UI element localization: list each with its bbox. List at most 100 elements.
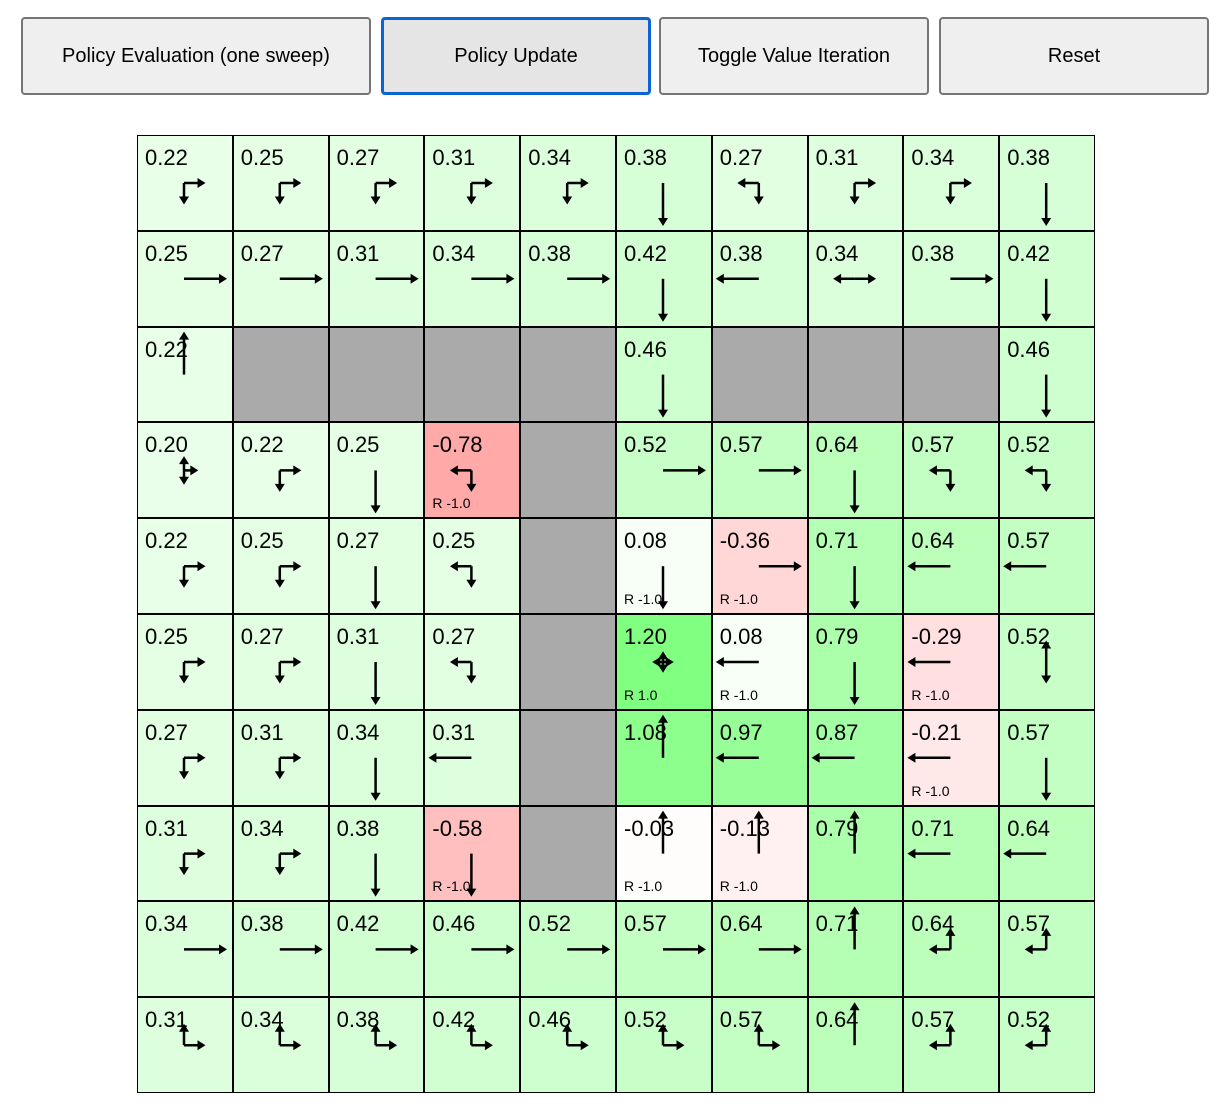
grid-cell[interactable]: 0.57 — [999, 709, 1095, 806]
grid-cell[interactable]: 0.64 — [807, 997, 904, 1093]
grid-cell[interactable]: 0.64 — [903, 518, 1000, 614]
grid-cell[interactable]: 0.71 — [807, 901, 904, 998]
wall-cell[interactable] — [520, 709, 616, 806]
grid-cell[interactable]: 0.38 — [616, 135, 712, 231]
grid-cell[interactable]: 0.46 — [616, 326, 712, 423]
grid-cell[interactable]: 0.27 — [232, 230, 329, 327]
grid-cell[interactable]: 0.71 — [807, 518, 904, 614]
grid-cell[interactable]: 0.31 — [137, 997, 233, 1093]
grid-cell[interactable]: 0.46 — [424, 901, 521, 998]
wall-cell[interactable] — [903, 326, 1000, 423]
grid-cell[interactable]: 0.42 — [328, 901, 425, 998]
grid-cell[interactable]: 0.34 — [424, 230, 521, 327]
grid-cell[interactable]: 0.46 — [520, 997, 616, 1093]
reward-cell[interactable]: 1.20 R 1.0 — [616, 614, 712, 710]
grid-cell[interactable]: 0.34 — [807, 230, 904, 327]
reward-cell[interactable]: -0.03 R -1.0 — [616, 805, 712, 902]
grid-cell[interactable]: 0.27 — [137, 709, 233, 806]
grid-cell[interactable]: 0.57 — [999, 518, 1095, 614]
grid-cell[interactable]: 0.38 — [232, 901, 329, 998]
grid-cell[interactable]: 0.57 — [711, 422, 808, 519]
grid-cell[interactable]: 0.27 — [424, 614, 521, 710]
grid-cell[interactable]: 0.52 — [999, 614, 1095, 710]
grid-cell[interactable]: 0.42 — [424, 997, 521, 1093]
grid-cell[interactable]: 0.20 — [137, 422, 233, 519]
reward-cell[interactable]: -0.58 R -1.0 — [424, 805, 521, 902]
grid-cell[interactable]: 0.34 — [328, 709, 425, 806]
reward-cell[interactable]: 0.08 R -1.0 — [711, 614, 808, 710]
grid-cell[interactable]: 0.25 — [232, 135, 329, 231]
grid-cell[interactable]: 0.52 — [520, 901, 616, 998]
reward-cell[interactable]: -0.36 R -1.0 — [711, 518, 808, 614]
wall-cell[interactable] — [520, 614, 616, 710]
grid-cell[interactable]: 0.25 — [137, 614, 233, 710]
grid-cell[interactable]: 0.38 — [903, 230, 1000, 327]
grid-cell[interactable]: 0.22 — [232, 422, 329, 519]
grid-cell[interactable]: 0.52 — [616, 422, 712, 519]
grid-cell[interactable]: 0.34 — [232, 805, 329, 902]
grid-cell[interactable]: 0.42 — [616, 230, 712, 327]
wall-cell[interactable] — [520, 326, 616, 423]
grid-cell[interactable]: 0.38 — [711, 230, 808, 327]
grid-cell[interactable]: 0.34 — [903, 135, 1000, 231]
wall-cell[interactable] — [328, 326, 425, 423]
grid-cell[interactable]: 0.25 — [137, 230, 233, 327]
grid-cell[interactable]: 0.64 — [807, 422, 904, 519]
grid-cell[interactable]: 0.27 — [328, 135, 425, 231]
grid-cell[interactable]: 0.25 — [232, 518, 329, 614]
grid-cell[interactable]: 0.57 — [903, 997, 1000, 1093]
grid-cell[interactable]: 0.34 — [232, 997, 329, 1093]
grid-cell[interactable]: 0.38 — [520, 230, 616, 327]
grid-cell[interactable]: 0.34 — [137, 901, 233, 998]
grid-cell[interactable]: 0.38 — [328, 805, 425, 902]
grid-cell[interactable]: 0.79 — [807, 805, 904, 902]
grid-cell[interactable]: 0.31 — [232, 709, 329, 806]
reset-button[interactable]: Reset — [939, 17, 1209, 95]
grid-cell[interactable]: 0.31 — [137, 805, 233, 902]
grid-cell[interactable]: 0.38 — [999, 135, 1095, 231]
grid-cell[interactable]: 0.27 — [711, 135, 808, 231]
wall-cell[interactable] — [520, 805, 616, 902]
grid-cell[interactable]: 0.57 — [711, 997, 808, 1093]
grid-cell[interactable]: 0.34 — [520, 135, 616, 231]
grid-cell[interactable]: 0.25 — [328, 422, 425, 519]
grid-cell[interactable]: 0.31 — [328, 230, 425, 327]
wall-cell[interactable] — [424, 326, 521, 423]
wall-cell[interactable] — [807, 326, 904, 423]
wall-cell[interactable] — [520, 422, 616, 519]
grid-cell[interactable]: 1.08 — [616, 709, 712, 806]
grid-cell[interactable]: 0.87 — [807, 709, 904, 806]
toggle-value-iteration-button[interactable]: Toggle Value Iteration — [659, 17, 929, 95]
grid-cell[interactable]: 0.97 — [711, 709, 808, 806]
policy-evaluation-button[interactable]: Policy Evaluation (one sweep) — [21, 17, 371, 95]
grid-cell[interactable]: 0.52 — [999, 997, 1095, 1093]
grid-cell[interactable]: 0.31 — [328, 614, 425, 710]
grid-cell[interactable]: 0.25 — [424, 518, 521, 614]
reward-cell[interactable]: 0.08 R -1.0 — [616, 518, 712, 614]
grid-cell[interactable]: 0.38 — [328, 997, 425, 1093]
grid-cell[interactable]: 0.22 — [137, 518, 233, 614]
grid-cell[interactable]: 0.64 — [999, 805, 1095, 902]
grid-cell[interactable]: 0.31 — [807, 135, 904, 231]
reward-cell[interactable]: -0.78 R -1.0 — [424, 422, 521, 519]
grid-cell[interactable]: 0.46 — [999, 326, 1095, 423]
wall-cell[interactable] — [232, 326, 329, 423]
reward-cell[interactable]: -0.13 R -1.0 — [711, 805, 808, 902]
grid-cell[interactable]: 0.57 — [616, 901, 712, 998]
grid-cell[interactable]: 0.27 — [328, 518, 425, 614]
policy-update-button[interactable]: Policy Update — [381, 17, 651, 95]
grid-cell[interactable]: 0.52 — [999, 422, 1095, 519]
grid-cell[interactable]: 0.71 — [903, 805, 1000, 902]
grid-cell[interactable]: 0.64 — [903, 901, 1000, 998]
grid-cell[interactable]: 0.52 — [616, 997, 712, 1093]
grid-cell[interactable]: 0.31 — [424, 135, 521, 231]
grid-cell[interactable]: 0.64 — [711, 901, 808, 998]
reward-cell[interactable]: -0.21 R -1.0 — [903, 709, 1000, 806]
grid-cell[interactable]: 0.57 — [903, 422, 1000, 519]
grid-cell[interactable]: 0.31 — [424, 709, 521, 806]
grid-cell[interactable]: 0.79 — [807, 614, 904, 710]
grid-cell[interactable]: 0.42 — [999, 230, 1095, 327]
wall-cell[interactable] — [520, 518, 616, 614]
reward-cell[interactable]: -0.29 R -1.0 — [903, 614, 1000, 710]
grid-cell[interactable]: 0.27 — [232, 614, 329, 710]
